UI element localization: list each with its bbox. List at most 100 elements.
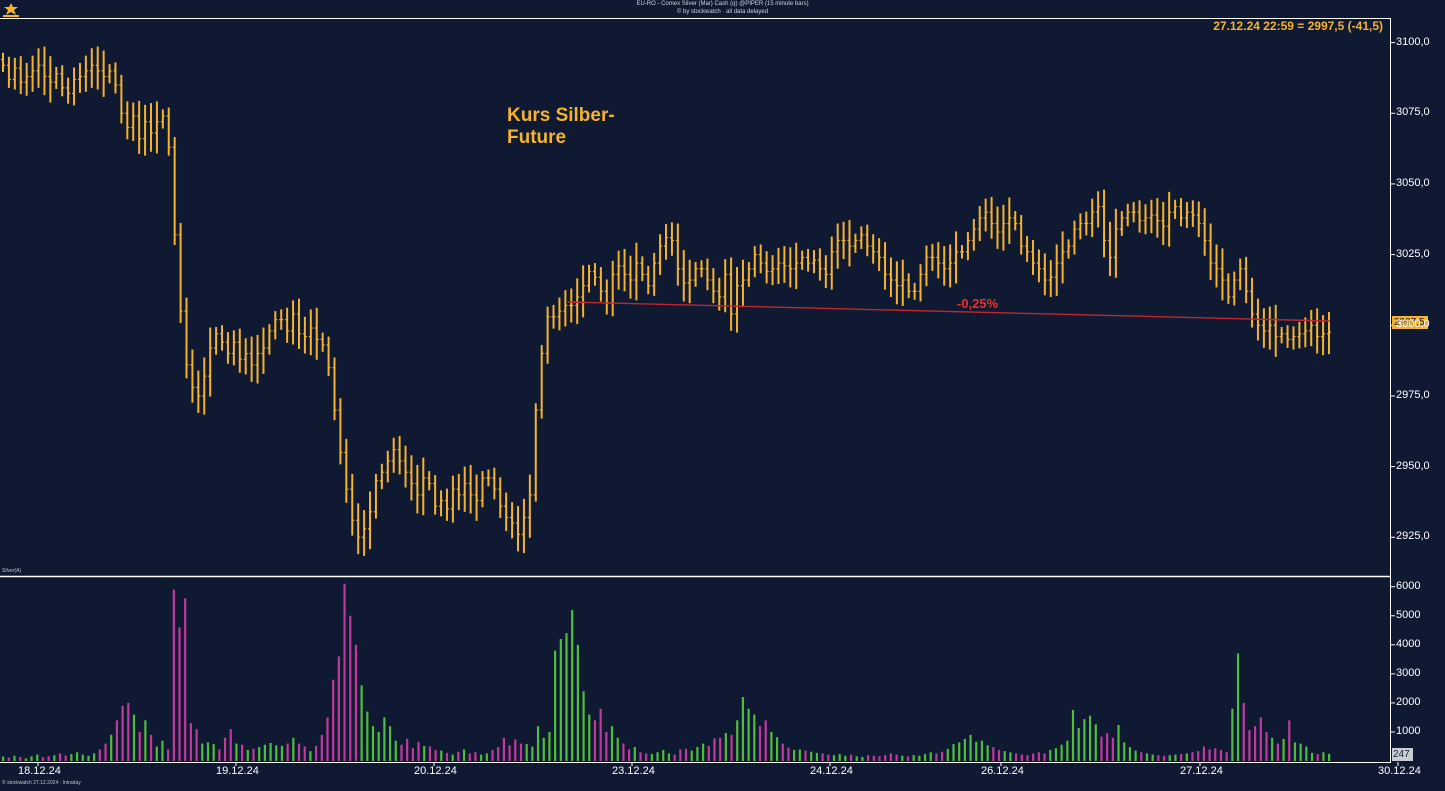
volume-bar [952,744,955,761]
volume-bar [747,708,750,761]
price-bar [6,56,11,88]
volume-bar [417,741,420,761]
price-bar [131,102,136,141]
price-bar [1113,208,1118,278]
price-bar [1291,326,1296,350]
price-bar [942,246,947,286]
volume-bar [901,755,904,761]
volume-bar [121,705,124,761]
volume-bar [155,746,158,761]
volume-bar [935,753,938,761]
volume-bar [104,743,107,761]
price-bar [101,50,106,97]
volume-bar [218,749,221,761]
volume-bar [531,746,534,761]
volume-bar [275,745,278,761]
volume-bar [525,744,528,761]
price-bar [634,242,639,301]
volume-bar [388,726,392,761]
price-bar [669,222,674,256]
price-bar [456,473,461,511]
volume-bar [918,755,921,761]
price-bar [735,267,740,333]
volume-bar [280,745,284,761]
price-bar [871,234,876,264]
volume-bar [548,731,551,761]
price-bar [231,330,236,366]
volume-bar [485,753,488,761]
price-bar [338,398,343,465]
volume-bar [1328,753,1331,761]
volume-bar [1271,737,1274,761]
volume-bar [2,756,5,761]
volume-bar [821,753,824,761]
volume-bar [707,745,710,761]
volume-bar [1248,730,1251,761]
volume-bar [87,755,90,761]
volume-bar [1094,724,1097,761]
price-bar [314,307,319,360]
price-bar [1149,199,1154,234]
volume-bar [360,685,363,761]
price-bar [498,477,503,519]
volume-bar [571,609,574,761]
price-tick-label: 2925,0 [1396,530,1430,543]
price-bar [1013,211,1018,231]
price-bar [409,455,414,501]
volume-bar [1197,751,1200,761]
price-bar [1036,249,1041,283]
volume-bar [1299,743,1302,761]
price-bar [1208,223,1213,281]
price-tick-label: 3050,0 [1396,176,1430,189]
price-bar [421,457,426,516]
price-bar [1025,235,1030,262]
price-bar [1327,311,1331,355]
volume-bar [1088,715,1092,761]
price-bar [865,224,870,257]
price-bar [729,257,734,331]
price-bar [1196,201,1201,238]
volume-bar [241,744,244,761]
volume-bar [639,752,642,761]
volume-bar [19,756,22,761]
price-bar [948,244,953,288]
price-bar [1084,211,1089,236]
volume-bar [1128,747,1132,761]
price-bar [563,290,568,327]
price-bar [261,327,266,374]
volume-bar [906,756,910,761]
price-bar [924,245,929,287]
volume-bar [804,750,807,761]
price-bar [705,258,710,291]
volume-bar [622,743,625,761]
volume-bar [1231,708,1234,761]
volume-bar [878,756,881,761]
price-bar [699,260,704,278]
price-bar [995,206,1000,249]
volume-bar [645,753,648,761]
price-bar [581,265,586,318]
volume-bar [81,754,84,761]
chart-title-line: EU-RO - Comex Silver (Mar) Cash (q) @PIP… [636,1,809,7]
price-tick-label: 3025,0 [1396,247,1430,260]
price-bar [48,56,53,103]
volume-bar [1043,753,1046,761]
price-bar [1161,202,1166,245]
price-bar [243,338,248,375]
footer-label: © stockwatch 27.12.2024 · Intraday [2,780,81,786]
price-bar [1090,198,1095,238]
volume-bar [53,755,56,761]
volume-bar [1185,753,1188,761]
volume-bar [946,748,949,761]
logo-icon[interactable] [2,2,20,18]
price-bar [1031,239,1036,275]
volume-bar [235,743,238,761]
price-bar [1309,310,1314,347]
date-tick-label: 18.12.24 [18,765,61,777]
price-bar [900,259,905,307]
volume-bar [497,747,500,761]
volume-bar [1014,753,1018,761]
price-bar [811,250,816,274]
price-bar [930,243,935,271]
volume-bar [371,726,375,761]
